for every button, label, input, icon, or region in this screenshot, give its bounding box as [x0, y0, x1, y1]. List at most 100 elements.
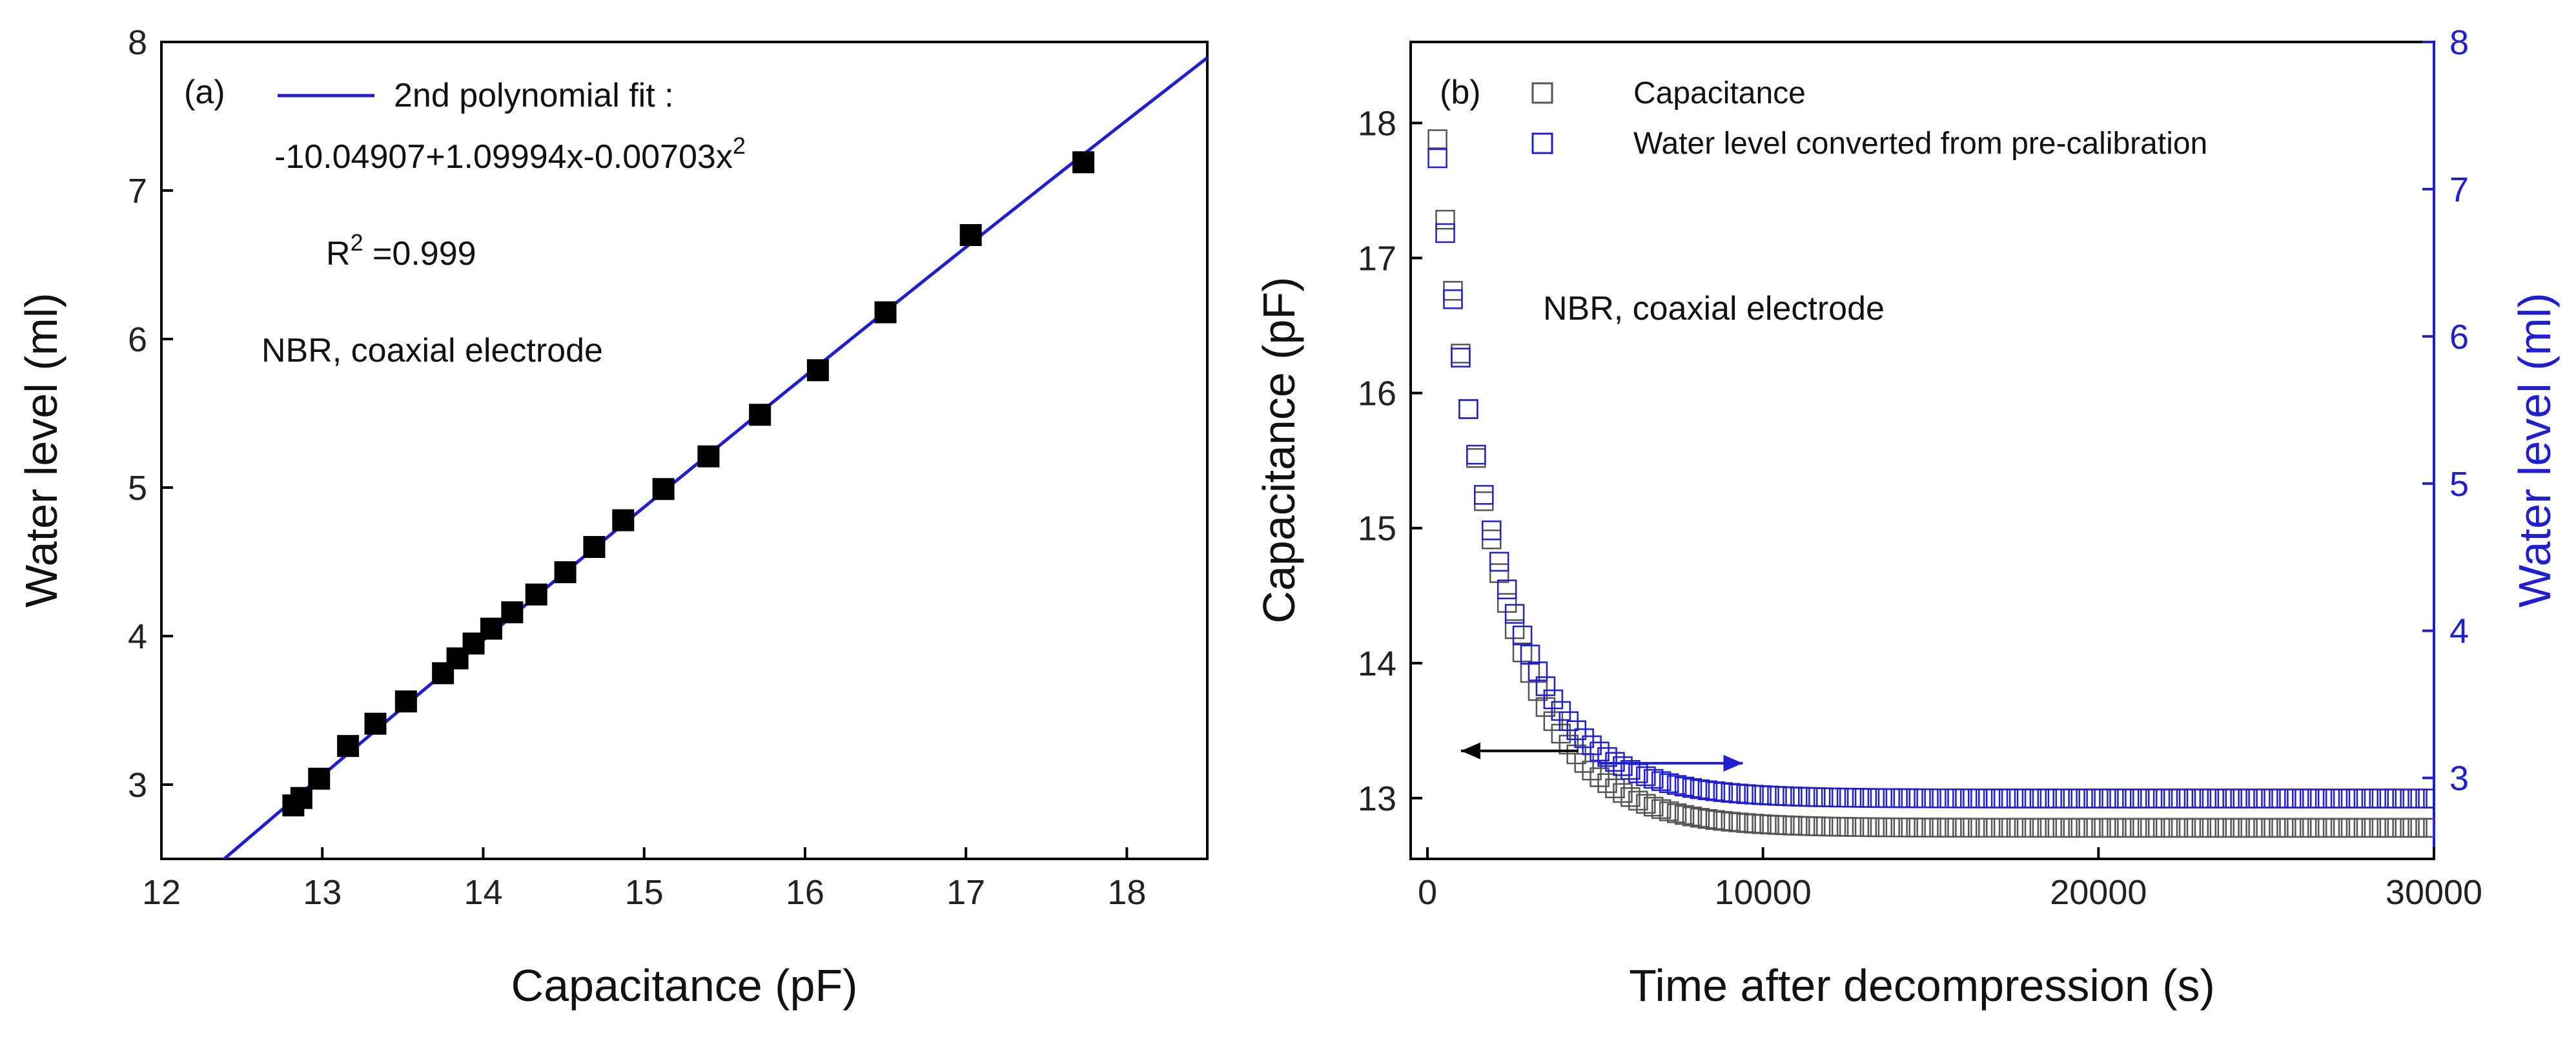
capacitance-point	[1628, 790, 1648, 811]
material-note-a: NBR, coaxial electrode	[261, 332, 603, 369]
x-axis-ticks-b: 0 10000 20000 30000	[1418, 847, 2482, 912]
water-level-point	[1466, 444, 1486, 465]
water-level-point	[1566, 720, 1586, 741]
capacitance-point	[1512, 643, 1533, 663]
y-tick-label-b: 16	[1358, 375, 1396, 413]
water-level-point	[1481, 520, 1502, 541]
x-tick-label-a: 12	[142, 873, 181, 912]
capacitance-point	[1427, 129, 1447, 149]
capacitance-point	[1451, 344, 1471, 364]
y-axis-title-b: Capacitance (pF)	[1254, 277, 1304, 624]
capacitance-point	[1643, 796, 1664, 817]
water-level-point	[1543, 689, 1564, 710]
capacitance-point	[1535, 697, 1556, 717]
water-level-point	[1497, 579, 1517, 599]
water-level-point	[1605, 752, 1625, 772]
data-point-a	[501, 601, 524, 624]
legend-marker-water-level	[1531, 132, 1553, 154]
water-level-point	[1443, 289, 1463, 309]
arrow-head-icon	[1723, 754, 1743, 772]
legend-label-capacitance: Capacitance	[1633, 76, 1806, 110]
water-level-point	[1659, 773, 1679, 794]
water-level-point	[1504, 604, 1525, 624]
y2-tick-label-b: 7	[2449, 170, 2469, 209]
water-level-point	[1474, 485, 1494, 505]
x-tick-label-b: 30000	[2386, 873, 2482, 912]
water-level-point	[1620, 759, 1641, 780]
water-level-point	[1582, 735, 1602, 756]
water-level-point	[1427, 148, 1447, 169]
water-level-point	[1528, 661, 1548, 681]
x-tick-label-b: 10000	[1715, 873, 1812, 912]
y-tick-label-a: 8	[128, 23, 147, 62]
data-point-a	[612, 509, 635, 531]
data-point-a	[337, 735, 360, 758]
water-level-point	[1574, 728, 1594, 748]
fit-equation-sup: 2	[733, 132, 746, 159]
water-level-point	[1697, 780, 1718, 801]
capacitance-point	[1435, 209, 1455, 230]
y-tick-label-b: 17	[1358, 240, 1396, 278]
capacitance-point	[2423, 818, 2434, 838]
capacitance-point	[1636, 794, 1656, 814]
water-level-point	[1590, 741, 1610, 761]
capacitance-point	[1674, 805, 1695, 825]
axis-arrows	[1460, 742, 1743, 772]
water-level-point	[1674, 776, 1695, 797]
x-tick-label-a: 13	[303, 873, 342, 912]
capacitance-point	[1458, 399, 1478, 419]
panel-label-a: (a)	[184, 74, 225, 111]
arrow-head-icon	[1460, 742, 1480, 759]
x-axis-title-b: Time after decompression (s)	[1629, 960, 2215, 1011]
y-tick-label-b: 18	[1358, 104, 1396, 143]
capacitance-point	[1697, 809, 1718, 829]
data-point-a	[480, 617, 502, 640]
capacitance-point	[1497, 593, 1517, 613]
capacitance-point	[1590, 767, 1610, 787]
water-level-point	[1551, 701, 1571, 721]
water-level-point	[1705, 781, 1726, 801]
capacitance-point	[1713, 810, 1733, 831]
data-points-b	[1427, 129, 2434, 838]
x-axis-ticks-a: 12 13 14 15 16 17 18	[142, 847, 1146, 912]
water-level-point	[1690, 779, 1710, 799]
legend-fit-label: 2nd polynomial fit :	[394, 77, 674, 114]
capacitance-point	[1489, 563, 1509, 583]
y-tick-label-a: 4	[128, 617, 147, 656]
water-level-point	[1636, 766, 1656, 787]
panel-b: 0 10000 20000 30000 13 14 15 16 17 18 3 4 5 6 7 8 (b)…	[1254, 23, 2560, 1011]
y2-tick-label-b: 6	[2449, 318, 2469, 356]
r-squared-value: =0.999	[363, 235, 476, 273]
y-axis-title-a: Water level (ml)	[16, 293, 66, 607]
r-squared: R2 =0.999	[326, 229, 476, 273]
plot-frame-a	[160, 41, 1209, 860]
data-point-a	[525, 583, 547, 606]
x-tick-label-a: 18	[1107, 873, 1146, 912]
water-level-point	[1666, 775, 1687, 795]
panel-a: 12 13 14 15 16 17 18 3 4 5 6 7 8 (a) 2nd polynomial…	[16, 23, 1209, 1011]
capacitance-point	[1620, 787, 1641, 807]
legend-marker-capacitance	[1531, 82, 1553, 104]
water-level-point	[1651, 771, 1671, 791]
x-tick-label-a: 16	[786, 873, 824, 912]
water-level-point	[1520, 644, 1540, 665]
x-tick-label-a: 15	[625, 873, 664, 912]
y-tick-label-a: 7	[128, 172, 147, 211]
fit-equation: -10.04907+1.09994x-0.00703x2	[274, 132, 746, 176]
y2-tick-label-b: 8	[2449, 23, 2469, 62]
water-level-point	[1613, 756, 1633, 776]
capacitance-point	[1582, 760, 1602, 781]
x-tick-label-a: 17	[946, 873, 985, 912]
fit-equation-body: -10.04907+1.09994x-0.00703x	[274, 138, 733, 176]
data-point-a	[959, 224, 982, 246]
data-point-a	[364, 712, 387, 735]
data-point-a	[1072, 151, 1095, 174]
water-level-point	[1512, 625, 1533, 646]
x-tick-label-b: 0	[1418, 873, 1437, 912]
data-point-a	[749, 404, 772, 426]
y2-tick-label-b: 5	[2449, 465, 2469, 504]
water-level-point	[2423, 788, 2434, 809]
data-point-a	[308, 767, 331, 790]
